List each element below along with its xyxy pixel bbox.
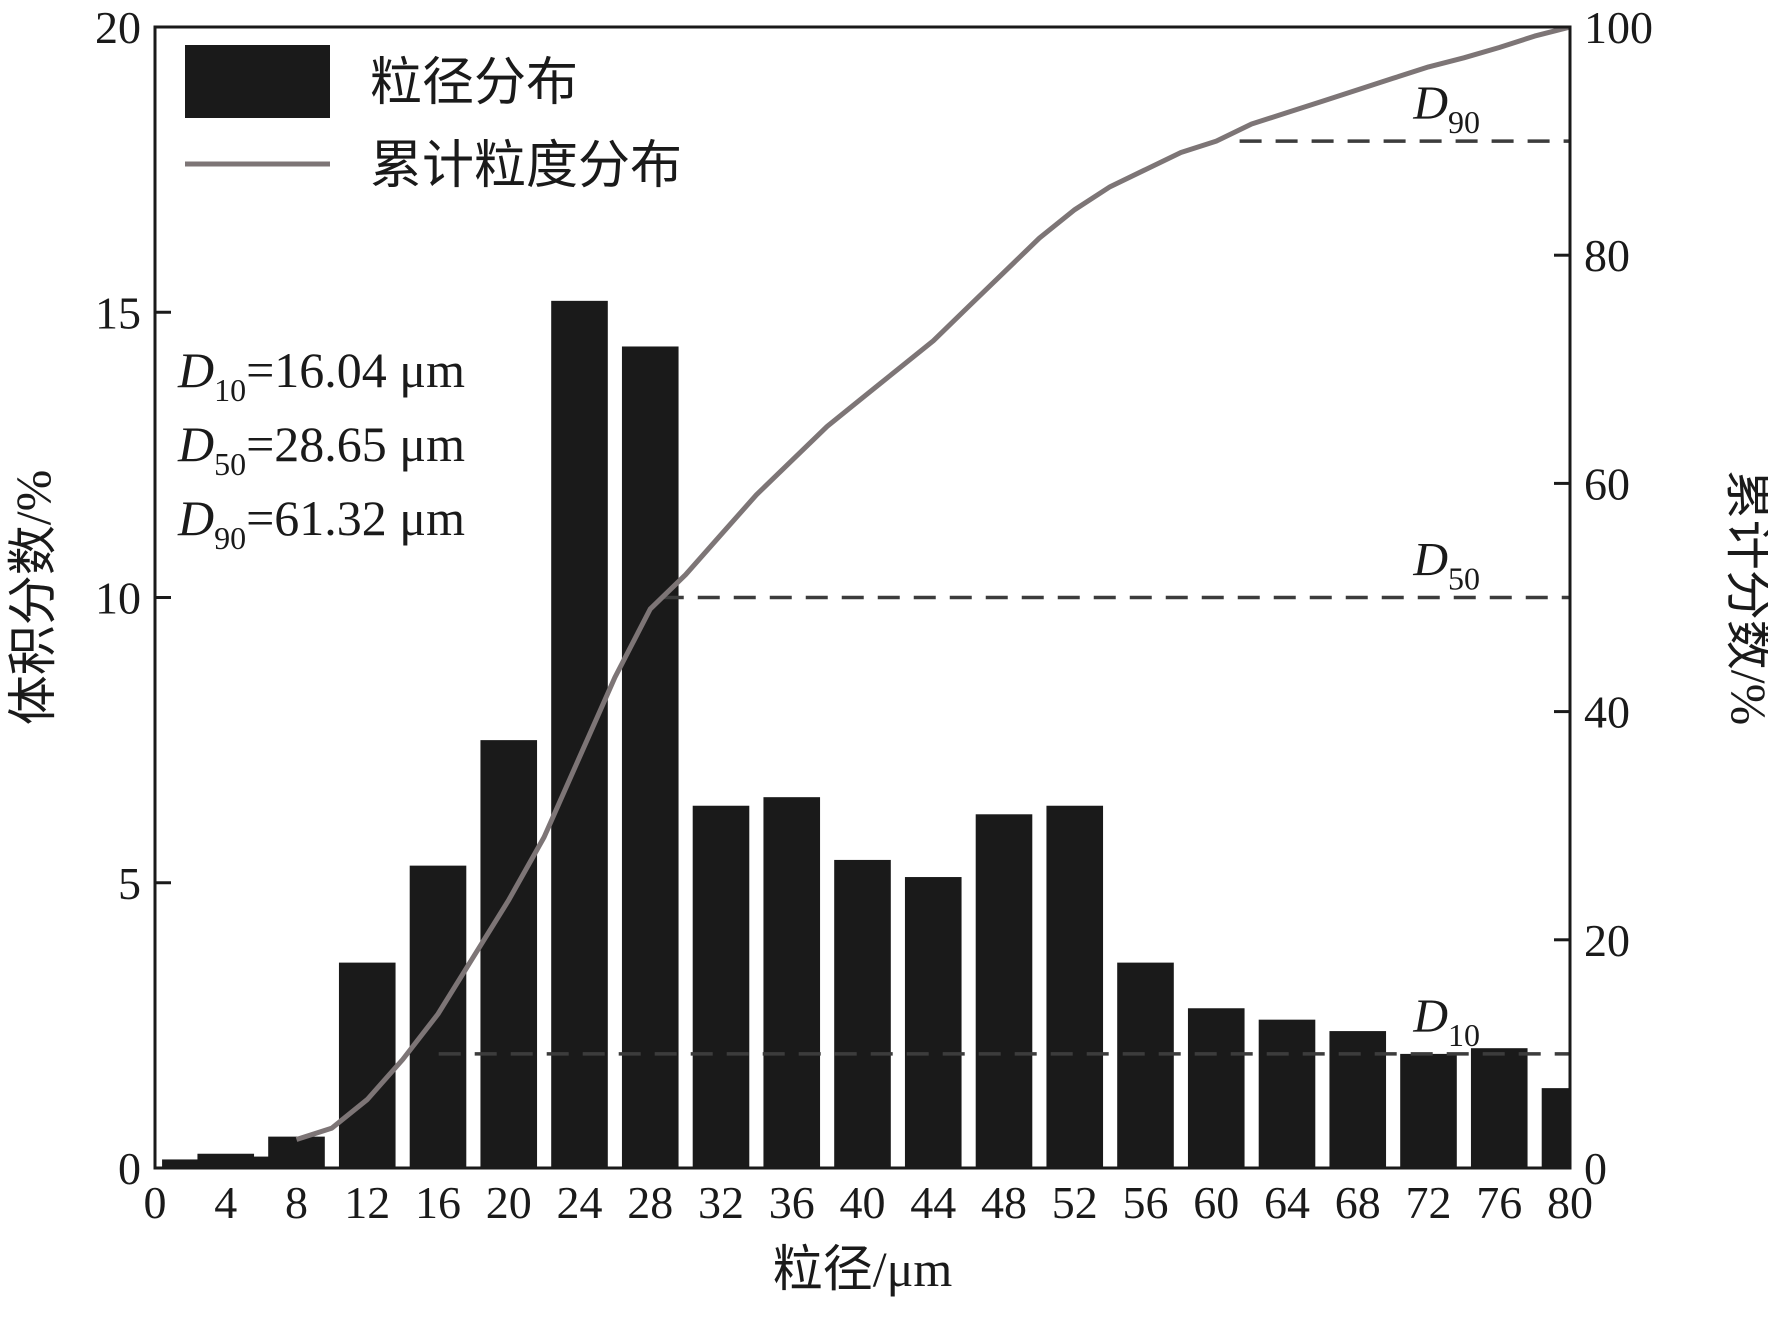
- bar-32um: [692, 805, 750, 1168]
- ref-label-d50: D50: [1412, 534, 1480, 597]
- x-tick-label-72: 72: [1406, 1177, 1452, 1228]
- right-y-tick-label-60: 60: [1584, 458, 1630, 509]
- x-tick-label-48: 48: [981, 1177, 1027, 1228]
- bar-2um: [162, 1159, 219, 1168]
- bar-56um: [1117, 962, 1174, 1168]
- annotation-d10: D10=16.04 μm: [177, 342, 465, 408]
- legend-label-bar: 粒径分布: [370, 55, 578, 112]
- x-tick-label-4: 4: [214, 1177, 237, 1228]
- right-y-tick-label-100: 100: [1584, 2, 1653, 53]
- x-tick-label-36: 36: [769, 1177, 815, 1228]
- x-tick-label-56: 56: [1123, 1177, 1169, 1228]
- left-y-axis-label: 体积分数/%: [5, 470, 61, 726]
- right-y-tick-label-0: 0: [1584, 1143, 1607, 1194]
- x-tick-label-32: 32: [698, 1177, 744, 1228]
- cumulative-line: [295, 27, 1570, 1142]
- bar-6um: [232, 1156, 290, 1168]
- bar-40um: [834, 859, 891, 1168]
- bar-80um: [1541, 1088, 1570, 1168]
- bar-76um: [1470, 1048, 1528, 1168]
- x-axis-label: 粒径/μm: [773, 1241, 953, 1297]
- cumulative-curve-layer: [295, 27, 1570, 1142]
- bar-52um: [1046, 805, 1104, 1168]
- right-y-tick-label-40: 40: [1584, 687, 1630, 738]
- annotation-d90: D90=61.32 μm: [177, 490, 465, 556]
- left-y-tick-label-5: 5: [118, 858, 141, 909]
- bar-44um: [904, 877, 962, 1168]
- bar-64um: [1258, 1019, 1316, 1168]
- x-tick-label-40: 40: [840, 1177, 886, 1228]
- x-tick-label-16: 16: [415, 1177, 461, 1228]
- right-y-axis-label: 累计分数/%: [1721, 470, 1768, 726]
- x-tick-label-8: 8: [285, 1177, 308, 1228]
- annotation-d50: D50=28.65 μm: [177, 416, 465, 482]
- bar-12um: [338, 962, 396, 1168]
- x-tick-label-76: 76: [1476, 1177, 1522, 1228]
- x-tick-label-64: 64: [1264, 1177, 1310, 1228]
- legend: 粒径分布 累计粒度分布: [185, 45, 682, 195]
- left-y-tick-label-10: 10: [95, 573, 141, 624]
- bar-60um: [1187, 1008, 1245, 1168]
- bar-28um: [621, 346, 679, 1168]
- left-y-tick-label-0: 0: [118, 1143, 141, 1194]
- x-tick-label-12: 12: [344, 1177, 390, 1228]
- x-tick-label-0: 0: [144, 1177, 167, 1228]
- right-y-tick-label-80: 80: [1584, 230, 1630, 281]
- ref-label-d10: D10: [1412, 990, 1480, 1053]
- axis-ticks: 0 4 8 12 16 20 24 28 32 36 40 44 48 52 56 60 64 68 72 76 800…: [95, 2, 1653, 1228]
- bar-48um: [975, 814, 1033, 1168]
- bar-series: [162, 300, 1570, 1168]
- bar-68um: [1329, 1031, 1387, 1168]
- x-tick-label-20: 20: [486, 1177, 532, 1228]
- bar-36um: [763, 797, 821, 1168]
- d-value-annotations: D10=16.04 μm D50=28.65 μm D90=61.32 μm: [177, 342, 465, 556]
- x-tick-label-28: 28: [627, 1177, 673, 1228]
- left-y-tick-label-20: 20: [95, 2, 141, 53]
- legend-swatch-bar: [185, 45, 330, 118]
- x-tick-label-60: 60: [1193, 1177, 1239, 1228]
- ref-label-d90: D90: [1412, 77, 1480, 140]
- x-tick-label-68: 68: [1335, 1177, 1381, 1228]
- reference-lines: D10 D50 D90: [438, 77, 1570, 1056]
- right-y-tick-label-20: 20: [1584, 915, 1630, 966]
- x-tick-label-44: 44: [910, 1177, 956, 1228]
- bar-20um: [480, 740, 538, 1168]
- left-y-tick-label-15: 15: [95, 287, 141, 338]
- bar-24um: [551, 300, 608, 1168]
- x-tick-label-52: 52: [1052, 1177, 1098, 1228]
- x-tick-label-80: 80: [1547, 1177, 1593, 1228]
- x-tick-label-24: 24: [557, 1177, 603, 1228]
- legend-label-line: 累计粒度分布: [370, 138, 682, 195]
- bar-72um: [1400, 1053, 1457, 1168]
